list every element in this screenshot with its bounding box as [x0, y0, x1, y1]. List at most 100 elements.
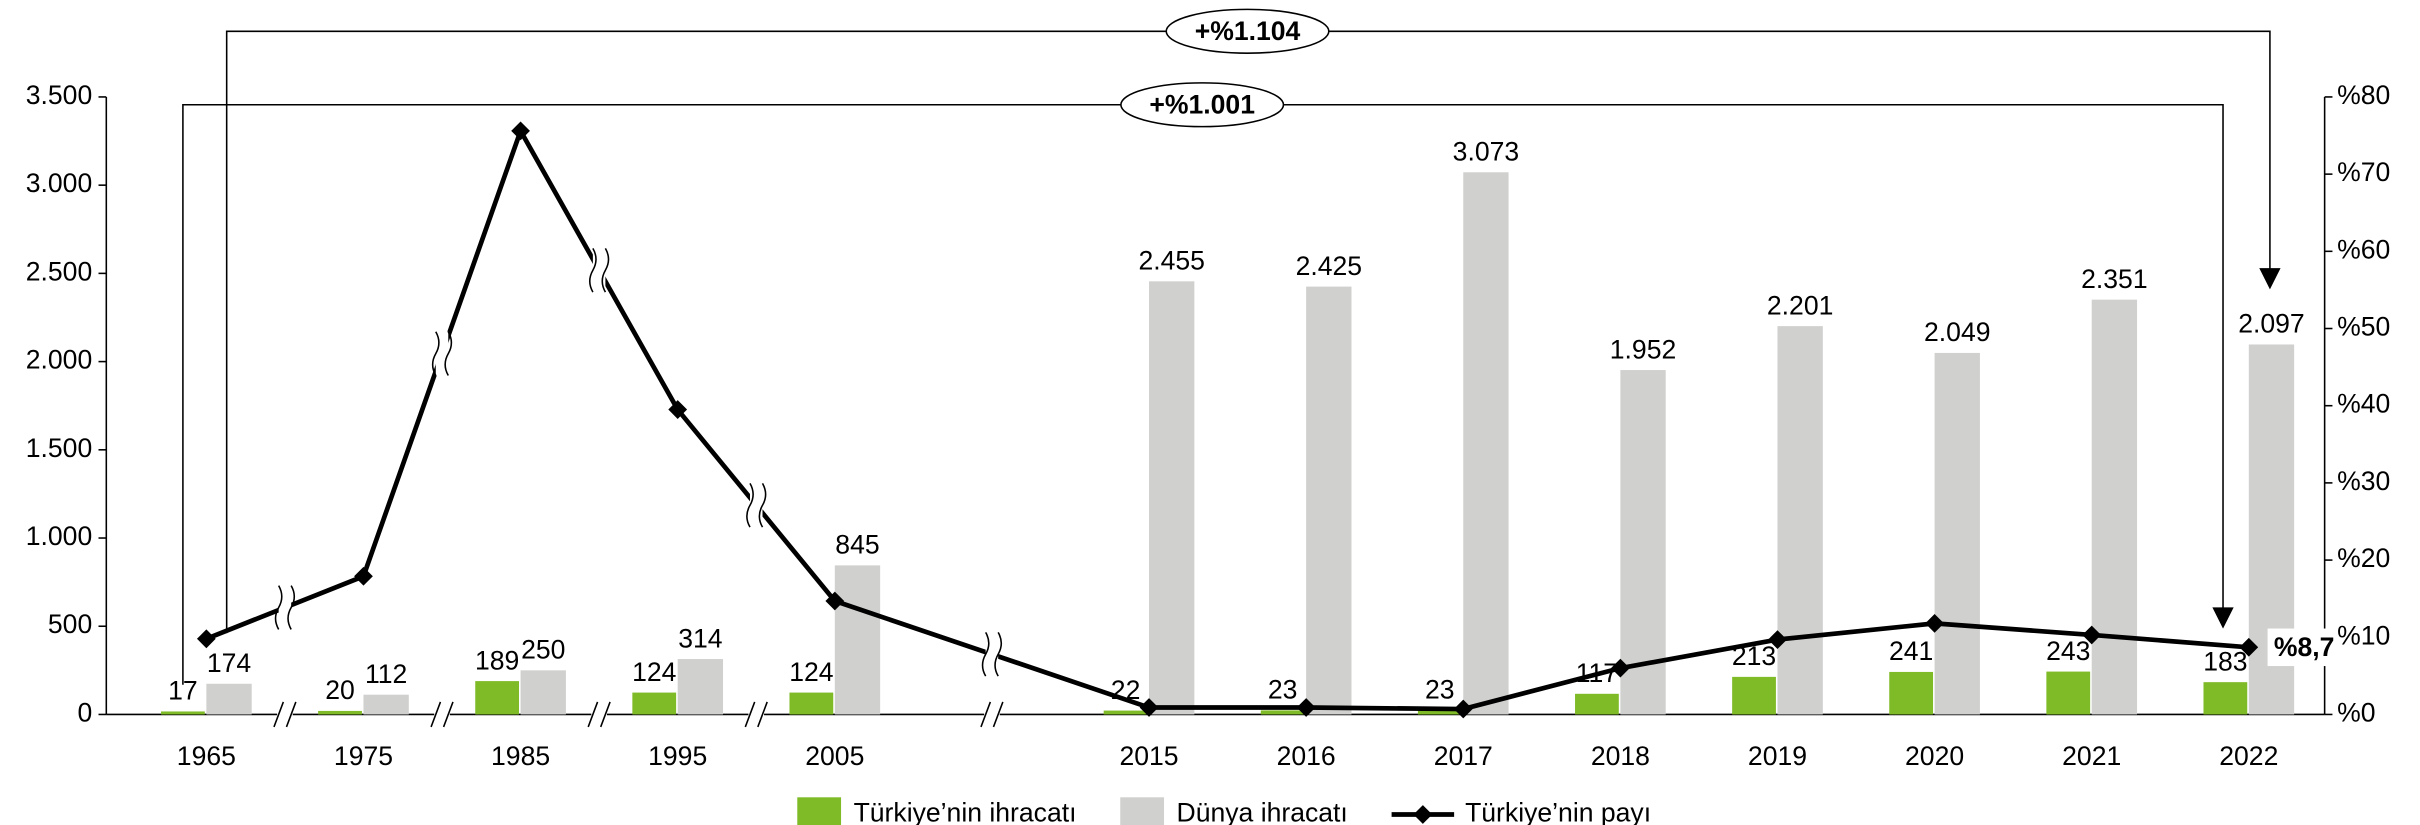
bar-label: 23 — [1268, 675, 1298, 705]
x-tick-label: 1965 — [177, 741, 236, 771]
bar-label: 243 — [2046, 636, 2090, 666]
x-tick-label: 2021 — [2062, 741, 2121, 771]
line-marker — [1453, 699, 1473, 719]
bar — [1149, 281, 1195, 715]
y2-tick-label: %30 — [2337, 466, 2390, 496]
annotation: +%1.104 — [1195, 16, 1301, 46]
line-marker — [1296, 698, 1316, 717]
line-marker — [196, 629, 216, 649]
line-marker — [354, 566, 373, 586]
bar — [2091, 299, 2138, 715]
growth-brackets — [182, 8, 2281, 685]
bar — [1463, 172, 1509, 715]
line-marker — [825, 591, 845, 611]
bar — [1889, 671, 1934, 715]
y-tick-label: 1.500 — [26, 433, 92, 463]
bar — [1417, 710, 1462, 715]
axis-break — [587, 701, 611, 728]
line-marker — [1610, 658, 1630, 678]
bar-label: 250 — [521, 635, 565, 665]
x-tick-label: 1995 — [648, 741, 707, 771]
bar-label: 241 — [1889, 636, 1933, 666]
legend-label: Türkiye’nin ihracatı — [854, 798, 1077, 825]
y-tick-label: 1.000 — [26, 521, 92, 551]
x-tick-label: 2019 — [1748, 741, 1807, 771]
bar — [1575, 693, 1619, 715]
legend-swatch — [1120, 797, 1165, 825]
bar — [206, 683, 252, 715]
bracket — [182, 103, 2224, 685]
arrow — [2259, 268, 2281, 290]
y2-tick-label: %60 — [2337, 234, 2390, 264]
bar-label: 23 — [1425, 675, 1455, 705]
x-tick-label: 1975 — [334, 741, 393, 771]
x-tick-label: 2005 — [805, 741, 864, 771]
bar — [1620, 370, 1666, 715]
bar-label: 2.455 — [1138, 246, 1204, 276]
axis-break — [430, 701, 454, 728]
y2-tick-label: %20 — [2337, 543, 2390, 573]
line-marker — [668, 400, 688, 419]
bar-label: 2.425 — [1296, 251, 1362, 281]
bar — [1260, 710, 1305, 715]
bar — [520, 670, 566, 715]
y-tick-label: 2.500 — [26, 256, 92, 286]
line-marker — [2082, 625, 2102, 645]
y-tick-label: 500 — [48, 609, 92, 639]
axis-break — [980, 701, 1004, 728]
x-tick-label: 2018 — [1591, 741, 1650, 771]
bar-label: 112 — [365, 659, 407, 689]
y-tick-label: 0 — [77, 697, 92, 727]
x-tick-label: 2017 — [1434, 741, 1493, 771]
line-break — [746, 482, 767, 528]
x-tick-label: 1985 — [491, 741, 550, 771]
annotation: +%1.001 — [1149, 89, 1255, 119]
bar-label: 20 — [325, 675, 355, 705]
line-break — [274, 585, 296, 630]
y2-tick-label: %10 — [2337, 620, 2390, 650]
y-tick-label: 2.000 — [26, 345, 92, 375]
bar-label: 2.097 — [2238, 309, 2304, 339]
line-break — [431, 331, 453, 376]
axis-break — [273, 701, 297, 728]
bar — [1306, 286, 1352, 715]
bar-label: 124 — [789, 657, 833, 687]
legend-label: Dünya ihracatı — [1177, 798, 1348, 825]
y-tick-label: 3.500 — [26, 80, 92, 110]
bar-label: 845 — [835, 530, 879, 560]
line-label: %8,7 — [2274, 632, 2335, 662]
bar — [318, 710, 362, 715]
legend-marker — [1413, 805, 1433, 824]
bar — [363, 694, 409, 715]
bar — [475, 681, 520, 715]
line-label-box — [2267, 628, 2337, 667]
y-tick-label: 3.000 — [26, 168, 92, 198]
line-marker — [1139, 698, 1159, 717]
bar — [834, 565, 881, 715]
y2-tick-label: %40 — [2337, 389, 2390, 419]
bar-label: 2.351 — [2081, 264, 2147, 294]
legend-swatch — [797, 797, 842, 825]
bar — [2203, 682, 2248, 715]
bar-label: 174 — [207, 648, 251, 678]
x-tick-label: 2020 — [1905, 741, 1964, 771]
bracket-label-box — [1120, 82, 1285, 128]
bracket-label-box — [1165, 8, 1330, 54]
line-marker — [2239, 637, 2259, 657]
bar-label: 2.201 — [1767, 290, 1833, 320]
bar — [1732, 676, 1776, 715]
bar-label: 1.952 — [1610, 334, 1676, 364]
bar-label: 189 — [475, 645, 519, 675]
bar-label: 314 — [678, 623, 722, 653]
bar — [789, 692, 834, 715]
y2-tick-label: %0 — [2337, 697, 2375, 727]
bar — [677, 659, 724, 715]
bar — [632, 692, 677, 715]
arrow — [2212, 607, 2234, 629]
x-tick-label: 2015 — [1119, 741, 1178, 771]
y2-tick-label: %70 — [2337, 157, 2390, 187]
bar-label: 124 — [632, 657, 676, 687]
y2-tick-label: %80 — [2337, 80, 2390, 110]
legend-label: Türkiye’nin payı — [1465, 798, 1651, 825]
